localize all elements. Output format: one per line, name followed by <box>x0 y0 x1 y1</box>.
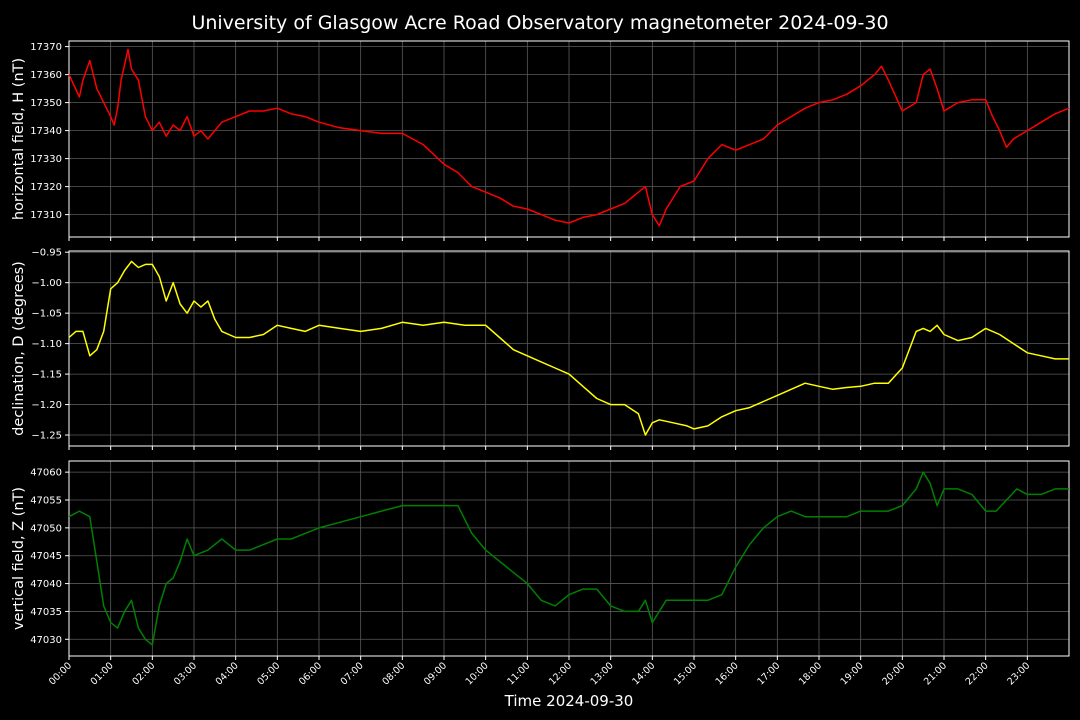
panel-frame <box>68 250 1070 447</box>
y-tick-label: 17350 <box>30 98 62 109</box>
panel-frame <box>68 460 1070 657</box>
y-tick-label: −1.00 <box>31 278 62 289</box>
y-tick-label: 47040 <box>30 579 62 590</box>
y-axis-label: horizontal field, H (nT) <box>11 58 27 220</box>
y-tick-label: 17310 <box>30 210 62 221</box>
panel-3: 47030 47035 47040 47045 47050 47055 47060verti… <box>11 460 1070 660</box>
series-line <box>68 471 1069 646</box>
y-tick-label: 17320 <box>30 182 62 193</box>
y-tick-label: 47045 <box>30 551 62 562</box>
y-tick-label: 17360 <box>30 70 62 81</box>
y-tick-label: −1.15 <box>31 370 62 381</box>
y-tick-label: −1.10 <box>31 339 62 350</box>
x-axis-label: Time 2024-09-30 <box>504 692 634 710</box>
y-tick-label: −0.95 <box>31 248 62 259</box>
y-axis-label: vertical field, Z (nT) <box>11 487 27 630</box>
panel-1: 17310 17320 17330 17340 17350 17360 17370horiz… <box>11 40 1070 241</box>
y-tick-label: −1.20 <box>31 400 62 411</box>
y-tick-label: 47030 <box>30 635 62 646</box>
panel-2: −0.95 −1.00 −1.05 −1.10 −1.15 −1.20 −1.25 decli… <box>11 248 1070 450</box>
y-tick-label: 17340 <box>30 126 62 137</box>
y-tick-label: 47055 <box>30 496 62 507</box>
chart-title: University of Glasgow Acre Road Observat… <box>191 12 888 34</box>
y-tick-label: −1.25 <box>31 431 62 442</box>
y-tick-label: 47035 <box>30 607 62 618</box>
series-line <box>68 260 1069 436</box>
series-line <box>68 48 1070 227</box>
y-tick-label: 47060 <box>30 468 62 479</box>
y-tick-label: 17330 <box>30 154 62 165</box>
panel-frame <box>68 40 1070 238</box>
y-tick-label: 17370 <box>30 42 62 53</box>
y-axis-label: declination, D (degrees) <box>11 261 27 436</box>
y-tick-label: −1.05 <box>31 309 62 320</box>
y-tick-label: 47050 <box>30 523 62 534</box>
